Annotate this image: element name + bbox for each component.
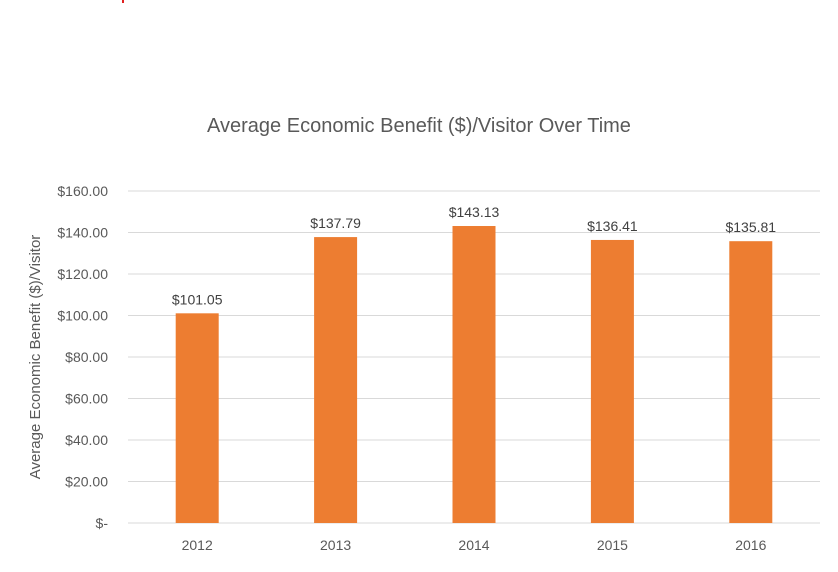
x-tick-label: 2013 (320, 537, 351, 553)
red-marker (122, 0, 124, 3)
x-tick-label: 2015 (597, 537, 628, 553)
data-label-2013: $137.79 (310, 215, 361, 231)
bar-2013 (314, 237, 358, 523)
y-axis-ticks: $- $20.00 $40.00 $60.00 $80.00 $100.00 $120.00… (57, 183, 108, 531)
bar-2016 (729, 241, 773, 523)
y-tick-label: $20.00 (65, 474, 108, 490)
data-label-2016: $135.81 (725, 219, 776, 235)
x-axis-ticks: 2012 2013 2014 2015 2016 (182, 537, 767, 553)
y-tick-label: $140.00 (57, 225, 108, 241)
y-tick-label: $80.00 (65, 349, 108, 365)
y-tick-label: $100.00 (57, 308, 108, 324)
y-tick-label: $160.00 (57, 183, 108, 199)
data-label-2014: $143.13 (449, 204, 500, 220)
data-labels: $101.05 $137.79 $143.13 $136.41 $135.81 (172, 204, 776, 307)
y-tick-label: $40.00 (65, 432, 108, 448)
y-tick-label: $- (96, 515, 109, 531)
data-label-2015: $136.41 (587, 218, 638, 234)
x-tick-label: 2016 (735, 537, 766, 553)
bar-2015 (590, 239, 634, 523)
y-tick-label: $60.00 (65, 391, 108, 407)
x-tick-label: 2014 (458, 537, 489, 553)
y-tick-label: $120.00 (57, 266, 108, 282)
chart-title: Average Economic Benefit ($)/Visitor Ove… (207, 115, 631, 137)
bars (175, 226, 773, 523)
y-axis-title: Average Economic Benefit ($)/Visitor (27, 235, 44, 480)
bar-2012 (175, 313, 219, 523)
bar-2014 (452, 226, 496, 523)
x-tick-label: 2012 (182, 537, 213, 553)
data-label-2012: $101.05 (172, 291, 223, 307)
